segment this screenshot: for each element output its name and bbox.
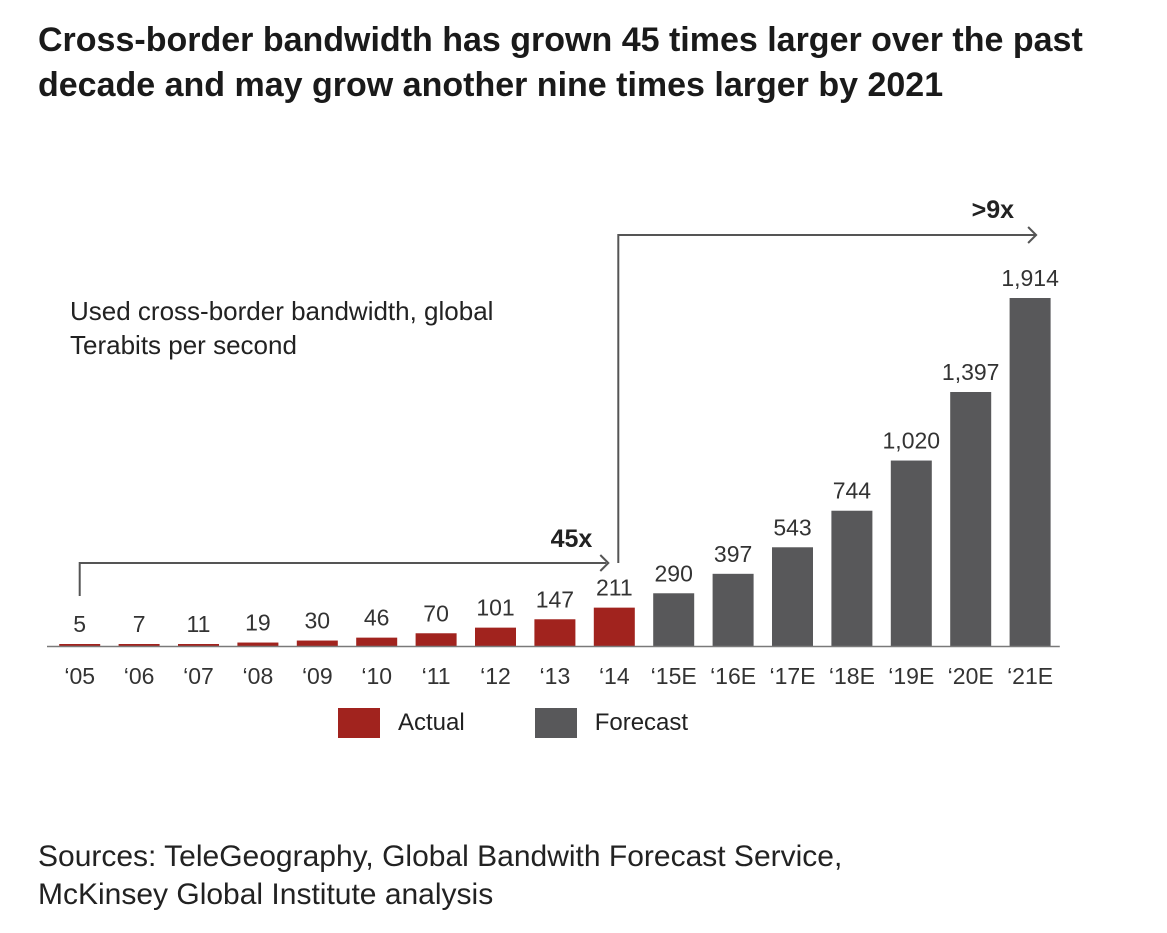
legend-swatch-forecast <box>534 708 577 738</box>
value-label-5: 46 <box>364 605 390 631</box>
chart-subtitle: Used cross-border bandwidth, global Tera… <box>70 294 493 362</box>
source-note: Sources: TeleGeography, Global Bandwith … <box>38 838 1138 914</box>
value-label-6: 70 <box>423 600 449 626</box>
x-tick-label-1: ‘06 <box>124 663 155 689</box>
value-label-8: 147 <box>536 586 574 612</box>
value-label-14: 1,020 <box>883 428 941 454</box>
annotation-45x-label: 45x <box>551 525 593 553</box>
chart-legend: Actual Forecast <box>338 708 688 738</box>
value-label-1: 7 <box>133 611 146 637</box>
legend-label-actual: Actual <box>398 709 465 736</box>
annotation-9x-label: >9x <box>972 196 1015 224</box>
bar-1 <box>118 644 160 646</box>
bar-14 <box>890 460 932 646</box>
bar-10 <box>653 593 695 646</box>
legend-item-forecast: Forecast <box>534 708 689 738</box>
bar-8 <box>534 619 576 646</box>
bar-16 <box>1009 298 1051 646</box>
annotation-9x-arrowhead <box>1027 226 1038 244</box>
bar-0 <box>59 644 101 646</box>
x-tick-label-13: ‘18E <box>829 663 875 689</box>
value-label-9: 211 <box>596 575 633 601</box>
x-tick-label-2: ‘07 <box>183 663 214 689</box>
value-label-12: 543 <box>773 514 811 540</box>
bar-13 <box>831 510 873 646</box>
bar-6 <box>415 633 457 646</box>
x-tick-label-11: ‘16E <box>710 663 756 689</box>
x-tick-label-10: ‘15E <box>651 663 697 689</box>
bar-5 <box>356 637 398 646</box>
x-tick-label-0: ‘05 <box>64 663 95 689</box>
x-tick-label-16: ‘21E <box>1007 663 1053 689</box>
source-line-2: McKinsey Global Institute analysis <box>38 878 494 911</box>
value-label-13: 744 <box>833 478 872 504</box>
bar-12 <box>772 547 813 646</box>
bar-3 <box>237 642 279 646</box>
bar-2 <box>178 644 219 646</box>
x-tick-label-8: ‘13 <box>540 663 571 689</box>
annotation-9x-bracket <box>617 234 1037 563</box>
annotation-45x-bracket <box>78 562 607 596</box>
value-label-16: 1,914 <box>1001 265 1059 291</box>
value-label-10: 290 <box>655 560 693 586</box>
x-tick-label-3: ‘08 <box>243 663 274 689</box>
value-label-7: 101 <box>476 595 514 621</box>
value-label-15: 1,397 <box>942 359 1000 385</box>
annotation-45x-arrowhead <box>599 554 610 572</box>
value-label-4: 30 <box>305 608 331 634</box>
x-tick-label-7: ‘12 <box>480 663 511 689</box>
subtitle-line-1: Used cross-border bandwidth, global <box>70 296 494 326</box>
subtitle-line-2: Terabits per second <box>70 330 297 360</box>
bar-9 <box>593 607 635 646</box>
chart-title: Cross-border bandwidth has grown 45 time… <box>38 21 1083 104</box>
bar-7 <box>475 627 516 646</box>
x-tick-label-15: ‘20E <box>948 663 994 689</box>
x-tick-label-9: ‘14 <box>599 663 630 689</box>
bar-15 <box>950 392 992 646</box>
value-label-2: 11 <box>187 611 211 637</box>
bar-11 <box>712 573 754 646</box>
value-label-3: 19 <box>245 610 271 636</box>
source-line-1: Sources: TeleGeography, Global Bandwith … <box>38 840 843 873</box>
bar-4 <box>296 640 338 646</box>
x-tick-label-4: ‘09 <box>302 663 333 689</box>
x-tick-label-5: ‘10 <box>361 663 392 689</box>
value-label-0: 5 <box>73 611 86 637</box>
legend-label-forecast: Forecast <box>594 709 689 736</box>
legend-swatch-actual <box>338 708 380 738</box>
x-tick-label-14: ‘19E <box>888 663 934 689</box>
x-tick-label-12: ‘17E <box>769 663 815 689</box>
x-tick-label-6: ‘11 <box>422 663 451 689</box>
legend-item-actual: Actual <box>338 708 465 738</box>
value-label-11: 397 <box>714 541 752 567</box>
